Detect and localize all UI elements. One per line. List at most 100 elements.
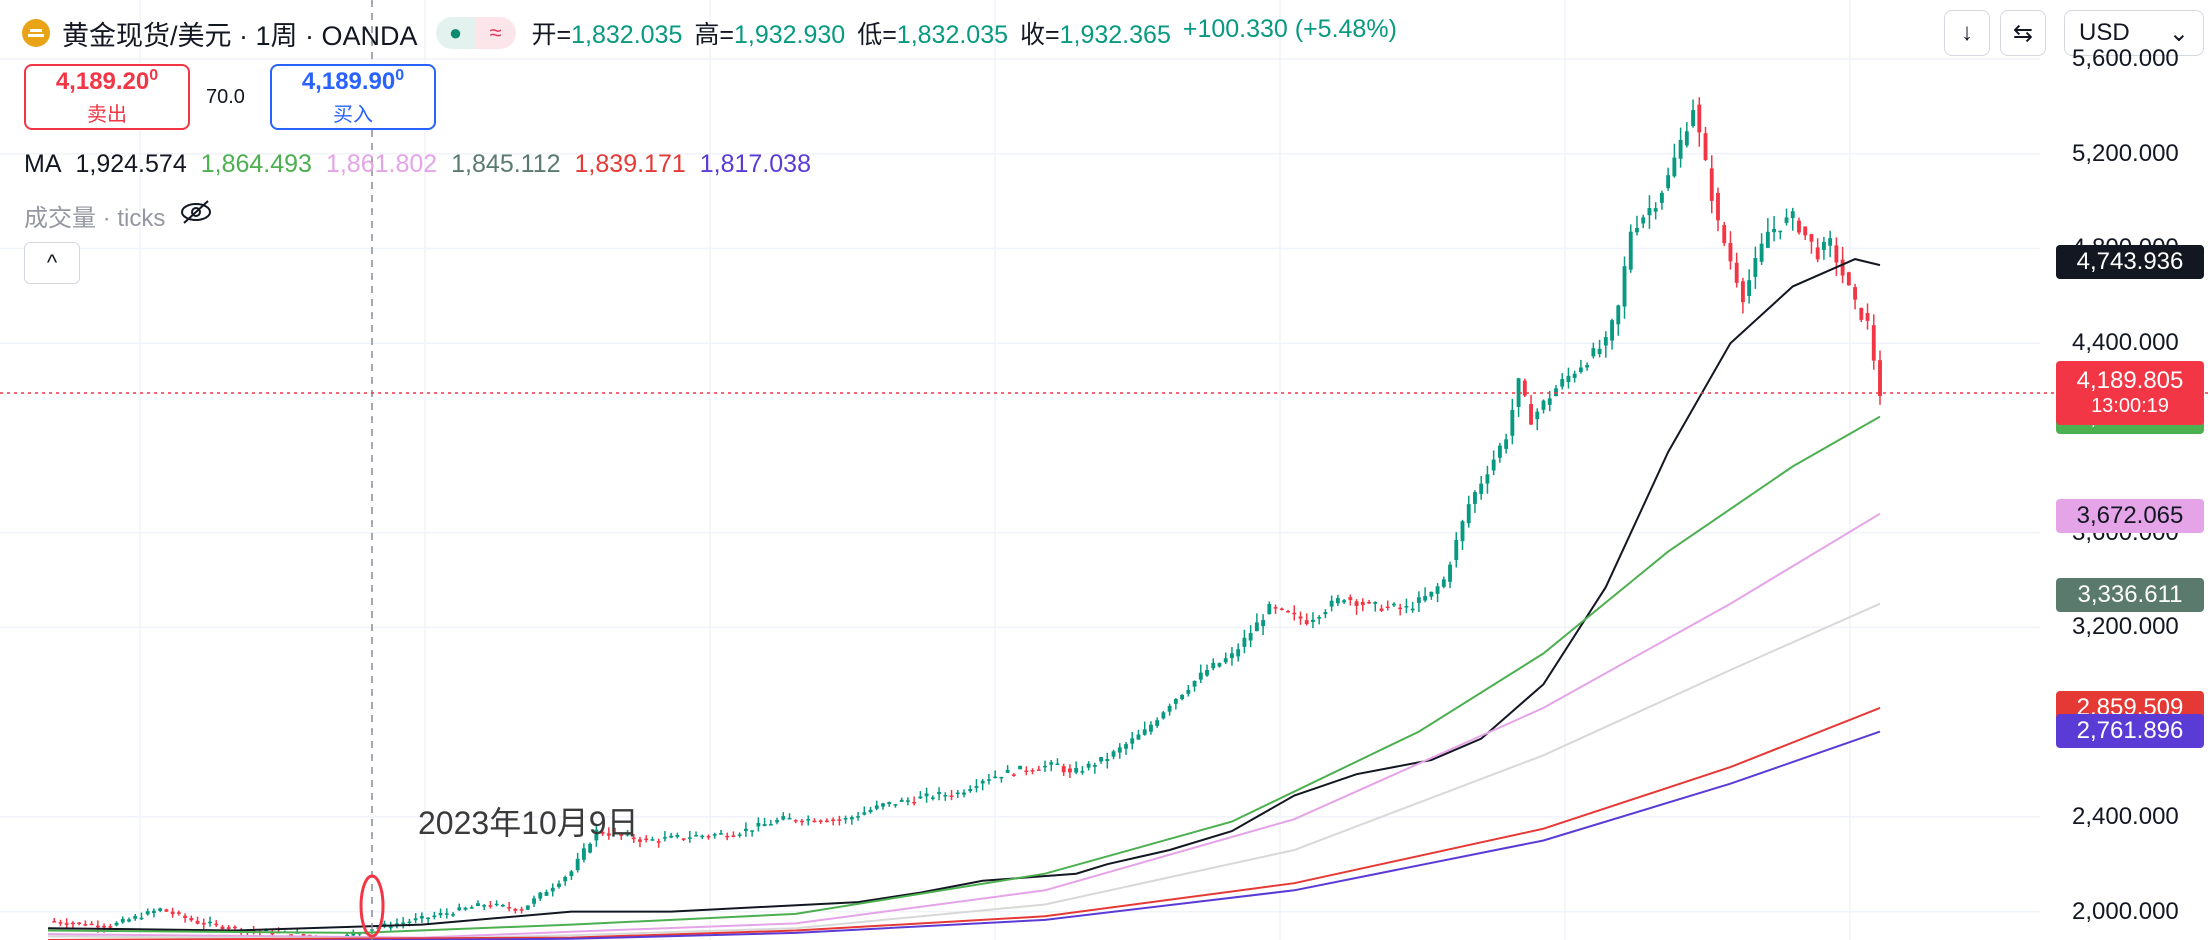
candle-body <box>1211 662 1216 669</box>
candle-body <box>176 912 181 914</box>
candle-body <box>1435 586 1440 594</box>
candle-body <box>1740 281 1745 303</box>
candle-body <box>856 816 860 818</box>
candle-body <box>1778 230 1783 233</box>
high-value: 1,932.930 <box>733 21 846 49</box>
candle-body <box>1254 622 1259 632</box>
candle-body <box>581 848 586 860</box>
ma-line <box>47 602 1881 940</box>
candle-body <box>1005 769 1010 773</box>
candle-body <box>1130 738 1135 744</box>
ma-value: 1,845.112 <box>451 150 561 178</box>
candle-body <box>806 818 811 821</box>
candle-body <box>1155 720 1160 726</box>
candle-body <box>1267 603 1272 615</box>
candle-body <box>563 877 568 882</box>
candle-body <box>208 921 212 924</box>
candle-body <box>1703 133 1708 161</box>
candle-body <box>1074 768 1079 773</box>
candle-body <box>968 789 973 792</box>
candle-body <box>1684 131 1689 146</box>
candle-body <box>1878 360 1882 397</box>
candle-body <box>1572 373 1577 378</box>
candle-body <box>201 922 206 925</box>
candle-body <box>1080 771 1085 773</box>
candle-body <box>1460 521 1465 542</box>
low-value: 1,832.035 <box>896 21 1009 49</box>
candle-body <box>1772 228 1776 233</box>
candle-body <box>1734 262 1739 283</box>
candle-body <box>52 921 57 923</box>
ma-price-label: 2,761.896 <box>2056 714 2204 749</box>
candle-body <box>824 820 829 823</box>
candle-body <box>669 835 674 838</box>
candle-body <box>1666 175 1671 189</box>
candle-body <box>974 786 979 788</box>
candle-body <box>1273 607 1278 609</box>
candle-body <box>1342 600 1347 603</box>
market-status-pill[interactable]: ● ≈ <box>435 17 516 49</box>
candle-body <box>1753 258 1758 277</box>
candle-body <box>1167 705 1172 712</box>
candle-body <box>644 838 649 841</box>
candle-body <box>1454 540 1459 561</box>
candle-body <box>1392 603 1396 606</box>
ma-legend[interactable]: MA 1,924.574 1,864.493 1,861.802 1,845.1… <box>24 150 811 179</box>
ma-line <box>47 706 1881 940</box>
ma-line <box>47 258 1881 932</box>
ma-value: 1,839.171 <box>574 150 686 178</box>
candle-body <box>1279 608 1284 610</box>
eye-slash-icon[interactable] <box>179 199 213 232</box>
candle-body <box>195 920 200 924</box>
candle-body <box>233 926 237 929</box>
buy-price-sup: 0 <box>395 67 405 84</box>
candle-body <box>1622 266 1627 307</box>
candle-body <box>862 812 867 815</box>
collapse-button[interactable]: ^ <box>24 242 80 284</box>
ma-price-label: 3,336.611 <box>2056 578 2204 613</box>
candle-body <box>482 905 487 907</box>
candle-body <box>1834 245 1839 263</box>
candle-body <box>594 829 599 841</box>
candle-body <box>1859 307 1864 320</box>
candle-body <box>1404 605 1409 608</box>
candle-body <box>170 911 175 915</box>
current-price-value: 4,189.805 <box>2076 367 2184 395</box>
candle-body <box>95 925 100 928</box>
candle-body <box>1367 601 1371 604</box>
candle-body <box>1485 474 1490 484</box>
volume-legend[interactable]: 成交量 · ticks <box>24 198 213 233</box>
candle-body <box>1865 313 1870 321</box>
candle-body <box>469 907 474 909</box>
candle-body <box>139 917 144 920</box>
candle-body <box>712 834 717 836</box>
candle-body <box>1030 770 1035 772</box>
sell-button[interactable]: 4,189.200 卖出 <box>24 64 190 130</box>
candle-body <box>1173 698 1178 704</box>
candle-body <box>949 795 954 798</box>
candle-body <box>476 903 480 906</box>
currency-select[interactable]: USD ⌄ <box>2064 10 2204 56</box>
candle-body <box>1578 367 1583 372</box>
candle-body <box>1846 272 1851 286</box>
candle-body <box>1541 400 1546 410</box>
candle-body <box>301 934 306 936</box>
symbol-title[interactable]: 黄金现货/美元 · 1周 · OANDA <box>62 20 418 51</box>
candle-body <box>1516 378 1521 407</box>
download-button[interactable]: ↓ <box>1944 10 1990 56</box>
candle-body <box>70 922 75 925</box>
candle-body <box>1192 680 1197 687</box>
candle-body <box>519 909 524 911</box>
candle-body <box>1504 439 1509 449</box>
approx-icon: ≈ <box>475 17 516 49</box>
candle-body <box>1161 712 1166 719</box>
candle-body <box>575 858 580 871</box>
candle-body <box>1765 231 1770 248</box>
buy-button[interactable]: 4,189.900 买入 <box>270 64 436 130</box>
y-tick-label: 2,000.000 <box>2072 897 2179 925</box>
candle-body <box>1223 658 1228 663</box>
sync-button[interactable]: ⇆ <box>2000 10 2046 56</box>
candle-body <box>1018 765 1023 770</box>
candle-body <box>1672 157 1677 177</box>
